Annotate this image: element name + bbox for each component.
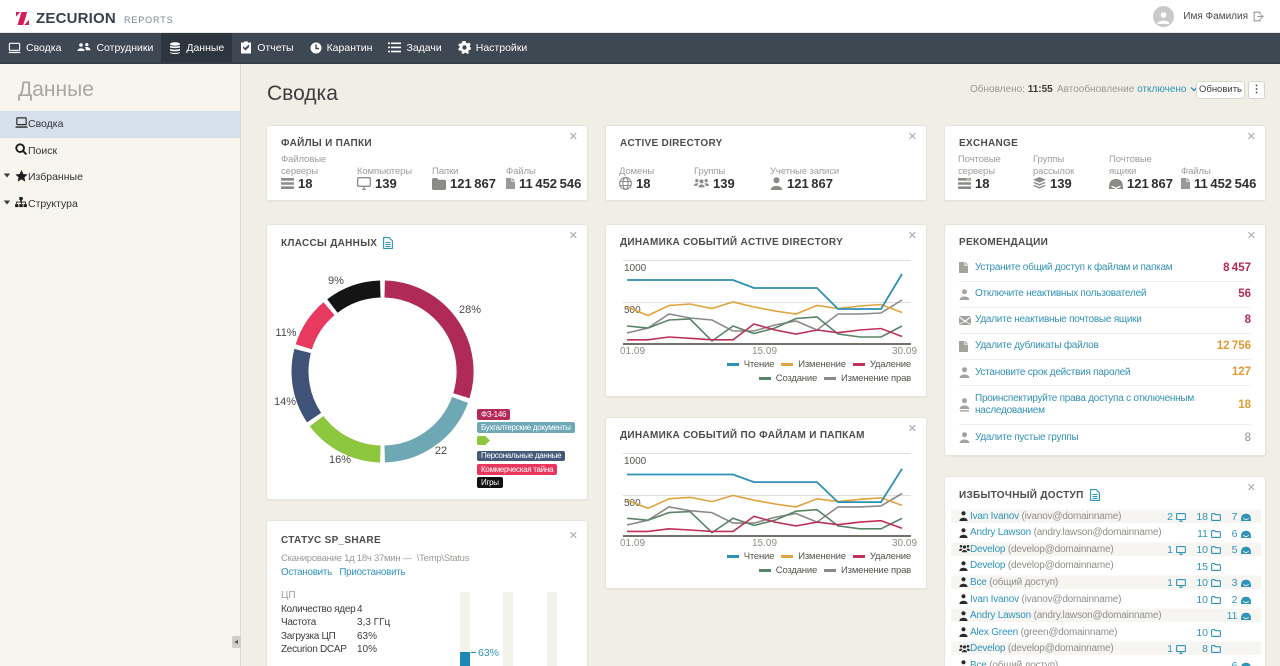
svg-text:28%: 28% bbox=[459, 304, 481, 316]
svg-text:11%: 11% bbox=[275, 327, 296, 339]
svg-text:22: 22 bbox=[435, 445, 447, 457]
svg-text:9%: 9% bbox=[328, 275, 344, 287]
svg-text:16%: 16% bbox=[329, 454, 351, 466]
svg-text:14%: 14% bbox=[274, 396, 296, 408]
